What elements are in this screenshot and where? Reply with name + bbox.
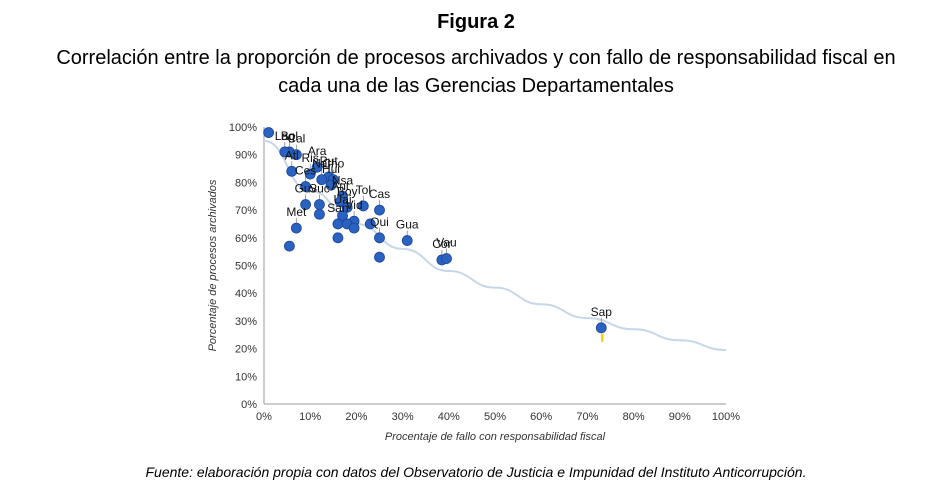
data-point	[595, 322, 607, 334]
y-tick-label: 0%	[241, 399, 257, 411]
point-label: Lag	[275, 129, 295, 143]
point-label: Nsa	[332, 173, 354, 187]
data-point	[279, 146, 291, 158]
y-tick-label: 30%	[235, 316, 257, 328]
point-label: Vau	[436, 236, 456, 250]
point-label: Gua	[396, 218, 419, 232]
data-point	[300, 181, 311, 192]
y-tick-label: 100%	[229, 122, 257, 134]
point-label: Uai	[334, 193, 352, 207]
data-point	[374, 232, 385, 244]
x-tick-label: 30%	[392, 411, 414, 423]
point-label: Sap	[591, 305, 613, 319]
data-point	[374, 251, 385, 263]
data-point	[337, 210, 348, 222]
data-point	[401, 235, 413, 246]
data-point	[441, 253, 452, 264]
data-point	[290, 222, 302, 234]
x-tick-label: 90%	[669, 411, 691, 423]
data-point	[304, 168, 316, 180]
point-label: Cal	[287, 132, 305, 146]
x-tick-label: 80%	[623, 411, 645, 423]
data-point	[332, 218, 344, 230]
x-tick-label: 0%	[256, 411, 272, 423]
point-label: Qui	[370, 215, 389, 229]
y-tick-label: 90%	[235, 150, 257, 162]
x-tick-label: 100%	[712, 411, 740, 423]
data-point	[374, 204, 385, 216]
y-tick-label: 60%	[235, 233, 257, 245]
point-label: Ant	[331, 179, 350, 193]
y-tick-label: 40%	[235, 288, 257, 300]
data-point	[316, 174, 328, 186]
y-tick-label: 80%	[235, 177, 257, 189]
figure-source-note: Fuente: elaboración propia con datos del…	[145, 464, 807, 480]
point-label: Guv	[295, 182, 317, 196]
point-label: Bol	[281, 129, 298, 143]
point-label: Met	[286, 205, 307, 219]
point-label: Vid	[346, 198, 363, 212]
data-point	[263, 127, 275, 138]
x-tick-label: 40%	[438, 411, 460, 423]
data-point	[284, 240, 295, 252]
data-point	[364, 218, 376, 230]
point-label: Tol	[356, 183, 371, 197]
point-label: Boy	[337, 184, 358, 198]
data-point	[332, 232, 344, 244]
data-point	[286, 165, 298, 177]
point-label: Put	[320, 154, 339, 168]
point-label: Ara	[308, 144, 327, 158]
y-tick-label: 50%	[235, 261, 257, 273]
x-axis-ticks: 0% 10% 20% 30% 40% 50% 60% 70% 80% 90% 100%	[256, 411, 740, 423]
y-tick-label: 70%	[235, 205, 257, 217]
trendline	[263, 139, 727, 351]
x-tick-label: 60%	[530, 411, 552, 423]
y-axis-title: Porcentaje de procesos archivados	[207, 179, 219, 351]
data-point	[300, 199, 311, 210]
data-point	[341, 201, 353, 213]
point-label: Suc	[309, 182, 330, 196]
data-point	[314, 208, 325, 220]
data-point	[325, 179, 337, 191]
point-label: Cor	[432, 237, 451, 251]
chart-title-line-2: cada una de las Gerencias Departamentale…	[278, 75, 674, 97]
chart-title-line-1: Correlación entre la proporción de proce…	[56, 47, 896, 69]
data-point	[314, 199, 325, 210]
x-axis-title: Procentaje de fallo con responsabilidad …	[385, 431, 606, 443]
y-axis-ticks: 0% 10% 20% 30% 40% 50% 60% 70% 80% 90% 100%	[229, 122, 257, 411]
data-point	[290, 149, 302, 161]
x-tick-label: 10%	[299, 411, 321, 423]
point-label: Ris	[302, 151, 319, 165]
point-label: Cas	[369, 187, 390, 201]
point-label: San	[327, 201, 348, 215]
point-label: Atl	[285, 148, 299, 162]
data-points	[263, 127, 607, 342]
x-tick-label: 50%	[484, 411, 506, 423]
x-tick-label: 20%	[345, 411, 367, 423]
y-tick-label: 10%	[235, 371, 257, 383]
x-tick-label: 70%	[576, 411, 598, 423]
y-tick-label: 20%	[235, 344, 257, 356]
figure-heading: Figura 2	[437, 11, 515, 33]
data-point	[348, 222, 360, 234]
data-point	[311, 161, 323, 173]
data-point	[357, 200, 369, 212]
point-label: Nar	[312, 157, 331, 171]
point-label: Hui	[322, 162, 340, 176]
chart-title: Correlación entre la proporción de proce…	[0, 44, 952, 100]
point-label: Cho	[322, 157, 344, 171]
point-label: Ces	[295, 164, 316, 178]
